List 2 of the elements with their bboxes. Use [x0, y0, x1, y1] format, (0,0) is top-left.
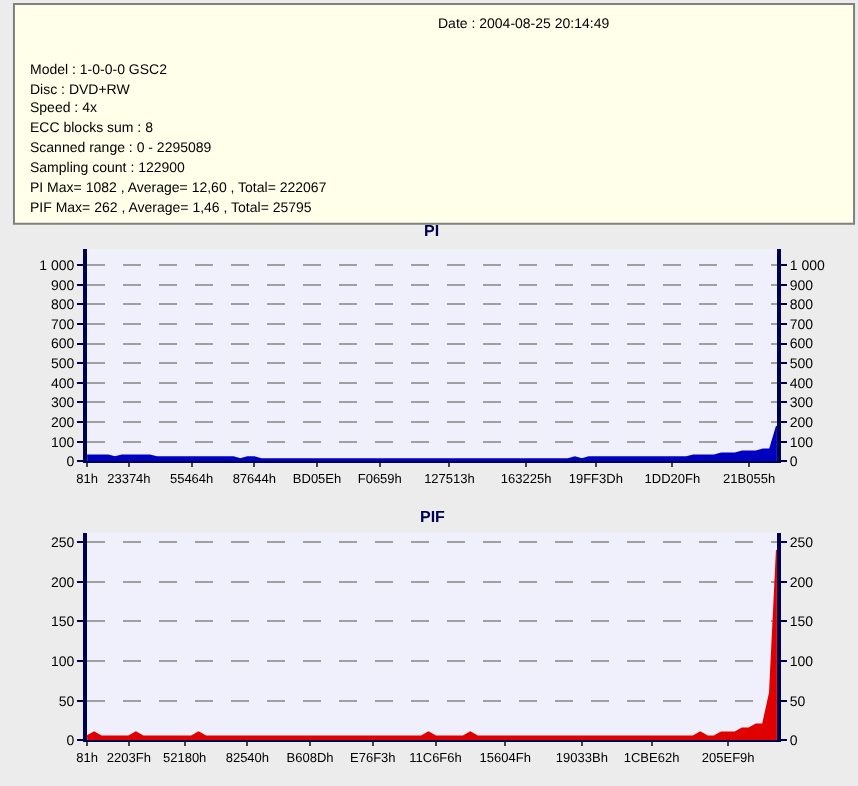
chart-title: PI: [424, 222, 440, 240]
chart-title: PIF: [420, 508, 446, 526]
